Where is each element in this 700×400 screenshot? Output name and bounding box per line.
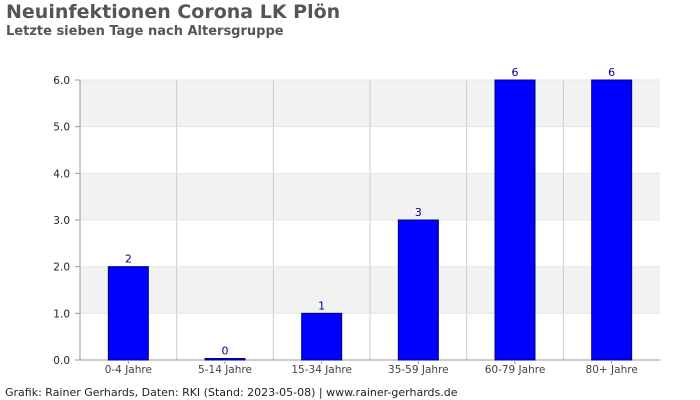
y-tick-label: 0.0	[53, 355, 70, 367]
y-tick-label: 6.0	[53, 75, 70, 87]
chart-subtitle: Letzte sieben Tage nach Altersgruppe	[6, 24, 284, 39]
bar-2	[204, 358, 246, 361]
value-label: 3	[415, 206, 422, 219]
y-tick-label: 1.0	[53, 308, 70, 320]
y-tick-label: 5.0	[53, 122, 70, 134]
x-axis-ticks: 0-4 Jahre 5-14 Jahre 15-34 Jahre 35-59 Jahr…	[105, 360, 638, 376]
x-tick-label: 80+ Jahre	[586, 364, 638, 376]
value-label: 0	[222, 345, 229, 358]
value-label: 6	[608, 66, 615, 79]
value-label: 6	[512, 66, 519, 79]
chart-title: Neuinfektionen Corona LK Plön	[6, 1, 341, 23]
bars	[107, 79, 633, 361]
y-tick-label: 4.0	[53, 168, 70, 180]
x-tick-label: 15-34 Jahre	[291, 364, 352, 376]
bar-5	[494, 79, 536, 361]
bar-3	[301, 312, 343, 361]
source-footer: Grafik: Rainer Gerhards, Daten: RKI (Sta…	[5, 386, 458, 399]
bar-1	[107, 266, 149, 361]
value-labels: 2 0 1 3 6 6	[125, 66, 615, 358]
bar-6	[591, 79, 633, 361]
bar-4	[397, 219, 439, 361]
y-tick-label: 3.0	[53, 215, 70, 227]
x-tick-label: 35-59 Jahre	[388, 364, 449, 376]
x-tick-label: 60-79 Jahre	[485, 364, 546, 376]
y-axis-ticks: 0.0 1.0 2.0 3.0 4.0 5.0 6.0	[53, 75, 80, 367]
x-tick-label: 5-14 Jahre	[198, 364, 252, 376]
value-label: 1	[318, 299, 325, 312]
x-tick-label: 0-4 Jahre	[105, 364, 152, 376]
value-label: 2	[125, 253, 132, 266]
y-tick-label: 2.0	[53, 262, 70, 274]
